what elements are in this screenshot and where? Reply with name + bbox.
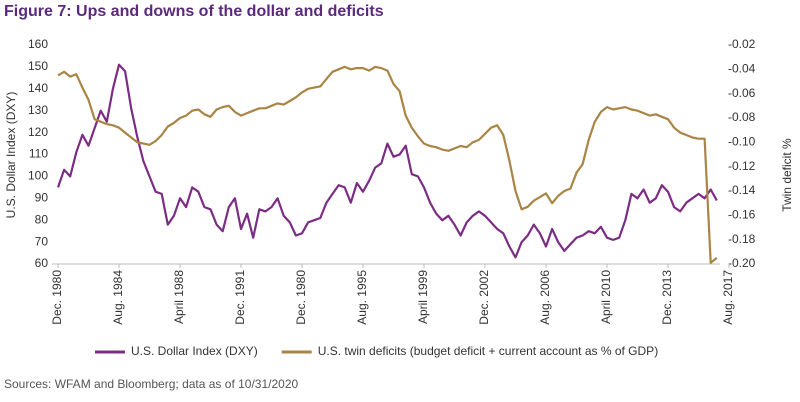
- y2-tick-label: -0.20: [728, 256, 756, 270]
- x-tick-label: April 2010: [599, 270, 613, 324]
- x-tick-label: Dec. 1980: [50, 270, 64, 325]
- y-tick-label: 100: [28, 169, 48, 183]
- chart-title: Figure 7: Ups and downs of the dollar an…: [4, 3, 384, 20]
- x-tick-label: Dec. 2013: [660, 270, 674, 325]
- y2-tick-label: -0.06: [728, 86, 756, 100]
- y2-tick-label: -0.18: [728, 232, 756, 246]
- legend-label: U.S. twin deficits (budget deficit + cur…: [318, 344, 658, 358]
- x-tick-label: Dec. 1980: [294, 270, 308, 325]
- y-tick-label: 160: [28, 37, 48, 51]
- y-axis-label: U.S. Dollar Index (DXY): [4, 92, 18, 219]
- y2-tick-label: -0.10: [728, 135, 756, 149]
- y2-tick-label: -0.16: [728, 208, 756, 222]
- x-tick-label: April 1988: [172, 270, 186, 324]
- y2-tick-label: -0.12: [728, 159, 756, 173]
- y-tick-label: 60: [35, 256, 49, 270]
- x-tick-label: April 1999: [416, 270, 430, 324]
- x-tick-label: Aug. 1984: [111, 270, 125, 325]
- source-note: Sources: WFAM and Bloomberg; data as of …: [4, 377, 298, 391]
- legend-label: U.S. Dollar Index (DXY): [131, 344, 258, 358]
- y2-tick-label: -0.04: [728, 62, 756, 76]
- y-tick-label: 120: [28, 125, 48, 139]
- x-tick-label: Aug. 1995: [355, 270, 369, 325]
- y-tick-label: 70: [35, 234, 49, 248]
- x-tick-label: Aug. 2006: [538, 270, 552, 325]
- y-tick-label: 90: [35, 190, 49, 204]
- y2-tick-label: -0.02: [728, 37, 756, 51]
- y2-axis-label: Twin deficit %: [780, 138, 794, 212]
- x-tick-label: Aug. 2017: [721, 270, 735, 325]
- data-line: [56, 63, 718, 259]
- y-tick-label: 130: [28, 103, 48, 117]
- y-tick-label: 140: [28, 81, 48, 95]
- x-tick-label: Dec. 1991: [233, 270, 247, 325]
- x-tick-label: Dec. 2002: [477, 270, 491, 325]
- y-tick-label: 110: [29, 147, 48, 161]
- y2-tick-label: -0.08: [728, 110, 756, 124]
- y2-tick-label: -0.14: [728, 183, 756, 197]
- y-tick-label: 150: [28, 59, 48, 73]
- data-line: [57, 65, 718, 264]
- y-tick-label: 80: [35, 212, 49, 226]
